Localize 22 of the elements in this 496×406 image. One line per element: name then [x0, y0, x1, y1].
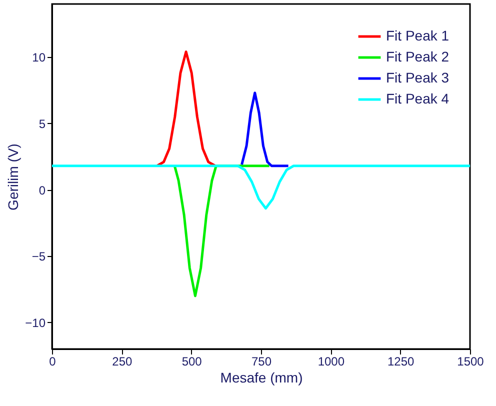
line-series: [173, 164, 271, 298]
legend-label: Fit Peak 4: [386, 90, 450, 106]
x-tick-label: 250: [112, 354, 132, 368]
x-axis-title: Mesafe (mm): [220, 370, 303, 386]
line-series: [50, 164, 472, 210]
x-tick-label: 750: [251, 354, 272, 368]
line-series: [156, 50, 217, 168]
y-tick-label: −10: [25, 316, 46, 330]
y-tick-label: 5: [38, 116, 46, 131]
x-tick-label: 500: [182, 354, 202, 368]
legend-label: Fit Peak 2: [386, 48, 450, 64]
y-tick-label: 0: [38, 183, 46, 198]
x-tick-label: 1250: [387, 354, 415, 368]
x-tick-label: 1500: [457, 354, 484, 368]
x-tick-label: 1000: [318, 354, 345, 368]
y-tick-label: −5: [32, 250, 46, 264]
line-series: [240, 92, 290, 168]
x-tick-label: 0: [49, 354, 56, 368]
y-tick-label: 10: [32, 50, 46, 65]
legend-label: Fit Peak 1: [386, 28, 450, 44]
y-axis-title: Gerilim (V): [5, 144, 22, 210]
legend-label: Fit Peak 3: [386, 70, 450, 86]
